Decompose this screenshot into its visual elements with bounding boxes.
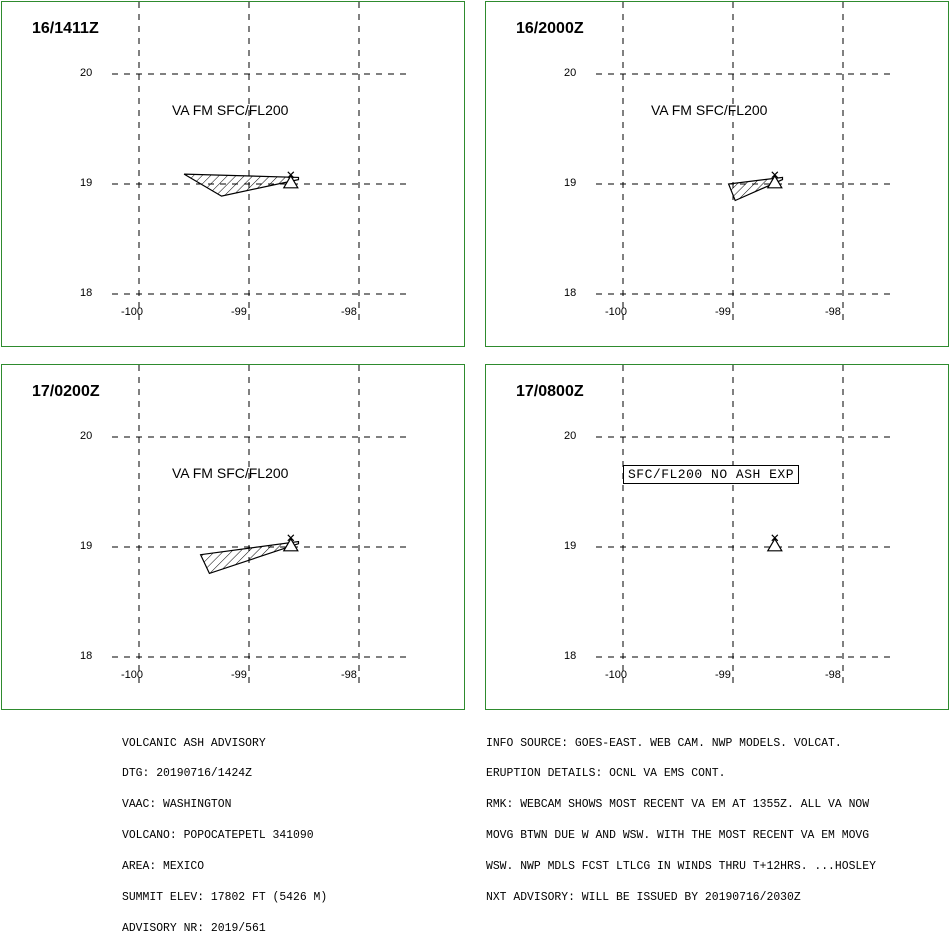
map-panel-2: 16/2000Z -100 -99 -98 20 19 18 VA FM SFC/FL200 <box>485 1 949 347</box>
ash-cloud-area <box>199 540 300 575</box>
panel-timestamp: 16/2000Z <box>516 20 584 37</box>
ash-cloud-area <box>183 173 300 197</box>
map-panel-1: 16/1411Z -100 -99 -98 20 19 18 VA FM SFC/FL200 <box>1 1 465 347</box>
advisory-line: ADVISORY NR: 2019/561 <box>122 920 266 935</box>
latitude-tick-label: 20 <box>80 430 93 442</box>
longitude-tick-label: -98 <box>341 669 357 681</box>
latitude-tick-label: 19 <box>80 177 93 189</box>
advisory-line: NXT ADVISORY: WILL BE ISSUED BY 20190716… <box>486 890 801 905</box>
longitude-tick-label: -98 <box>341 306 357 318</box>
advisory-line: AREA: MEXICO <box>122 859 205 874</box>
latitude-tick-label: 18 <box>80 650 93 662</box>
latitude-tick-label: 20 <box>80 67 93 79</box>
advisory-line: WSW. NWP MDLS FCST LTLCG IN WINDS THRU T… <box>486 859 876 874</box>
latitude-tick-label: 19 <box>80 540 93 552</box>
ash-cloud-area <box>727 176 784 202</box>
longitude-tick-label: -99 <box>231 306 247 318</box>
longitude-tick-label: -99 <box>231 669 247 681</box>
advisory-line: ERUPTION DETAILS: OCNL VA EMS CONT. <box>486 766 726 781</box>
map-canvas <box>112 365 407 687</box>
longitude-tick-label: -98 <box>825 306 841 318</box>
longitude-tick-label: -100 <box>121 669 144 681</box>
longitude-tick-label: -98 <box>825 669 841 681</box>
map-canvas <box>596 2 891 324</box>
latitude-tick-label: 18 <box>564 287 577 299</box>
ash-description-label: VA FM SFC/FL200 <box>651 102 768 118</box>
volcano-icon <box>766 171 783 189</box>
advisory-line: RMK: WEBCAM SHOWS MOST RECENT VA EM AT 1… <box>486 797 870 812</box>
latitude-tick-label: 19 <box>564 177 577 189</box>
map-canvas <box>596 365 891 687</box>
advisory-details-right: INFO SOURCE: GOES-EAST. WEB CAM. NWP MOD… <box>486 717 876 913</box>
longitude-tick-label: -100 <box>605 669 628 681</box>
advisory-line: DTG: 20190716/1424Z <box>122 766 252 781</box>
latitude-tick-label: 20 <box>564 67 577 79</box>
latitude-tick-label: 18 <box>564 650 577 662</box>
advisory-line: MOVG BTWN DUE W AND WSW. WITH THE MOST R… <box>486 828 870 843</box>
longitude-tick-label: -100 <box>605 306 628 318</box>
panel-timestamp: 16/1411Z <box>32 20 99 37</box>
ash-description-label: VA FM SFC/FL200 <box>172 102 289 118</box>
latitude-tick-label: 18 <box>80 287 93 299</box>
volcano-icon <box>766 534 783 552</box>
map-canvas <box>112 2 407 324</box>
volcano-icon <box>282 534 299 552</box>
advisory-line: SUMMIT ELEV: 17802 FT (5426 M) <box>122 890 328 905</box>
ash-description-label: VA FM SFC/FL200 <box>172 465 289 481</box>
latitude-tick-label: 20 <box>564 430 577 442</box>
longitude-tick-label: -100 <box>121 306 144 318</box>
panel-timestamp: 17/0200Z <box>32 383 100 400</box>
advisory-line: VOLCANO: POPOCATEPETL 341090 <box>122 828 314 843</box>
panel-timestamp: 17/0800Z <box>516 383 584 400</box>
advisory-line: VAAC: WASHINGTON <box>122 797 232 812</box>
longitude-tick-label: -99 <box>715 306 731 318</box>
ash-description-label: SFC/FL200 NO ASH EXP <box>623 465 800 484</box>
advisory-line: VOLCANIC ASH ADVISORY <box>122 735 266 750</box>
map-panel-3: 17/0200Z -100 -99 -98 20 19 18 VA FM SFC/FL200 <box>1 364 465 710</box>
volcano-icon <box>282 171 299 189</box>
map-panel-4: 17/0800Z -100 -99 -98 20 19 18 SFC/FL200 NO ASH… <box>485 364 949 710</box>
latitude-tick-label: 19 <box>564 540 577 552</box>
longitude-tick-label: -99 <box>715 669 731 681</box>
advisory-header-left: VOLCANIC ASH ADVISORY DTG: 20190716/1424… <box>122 717 327 944</box>
advisory-line: INFO SOURCE: GOES-EAST. WEB CAM. NWP MOD… <box>486 735 842 750</box>
